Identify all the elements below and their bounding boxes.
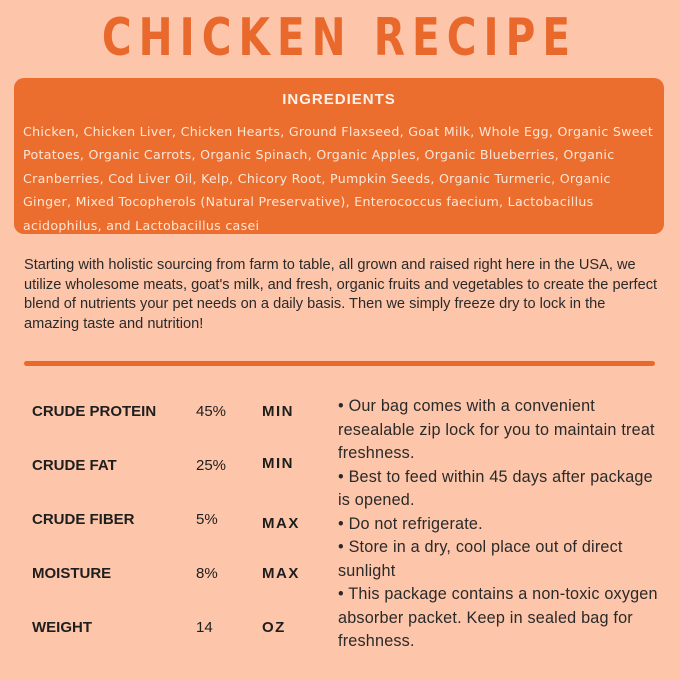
- nutrient-qualifier: MIN: [262, 455, 294, 472]
- ingredients-panel: INGREDIENTS Chicken, Chicken Liver, Chic…: [14, 78, 664, 234]
- nutrient-name: CRUDE FAT: [32, 457, 117, 474]
- nutrient-value: 8%: [196, 565, 218, 582]
- nutrient-name: CRUDE PROTEIN: [32, 403, 157, 420]
- page-title: CHICKEN RECIPE: [101, 8, 578, 68]
- nutrient-value: 45%: [196, 403, 227, 420]
- nutrient-name: CRUDE FIBER: [32, 511, 135, 528]
- nutrient-value: 5%: [196, 511, 218, 528]
- note-item: • Our bag comes with a convenient reseal…: [338, 397, 655, 462]
- ingredients-heading: INGREDIENTS: [282, 91, 396, 108]
- nutrient-qualifier: MAX: [262, 515, 300, 532]
- nutrient-name: WEIGHT: [32, 619, 92, 636]
- nutrient-qualifier: MAX: [262, 565, 300, 582]
- ingredients-list: Chicken, Chicken Liver, Chicken Hearts, …: [23, 124, 654, 233]
- nutrient-qualifier: MIN: [262, 403, 294, 420]
- nutrient-qualifier: OZ: [262, 619, 286, 636]
- divider: [24, 361, 655, 366]
- intro-paragraph: Starting with holistic sourcing from far…: [24, 257, 658, 332]
- note-item: • Best to feed within 45 days after pack…: [338, 467, 653, 510]
- note-item: • Do not refrigerate.: [338, 514, 483, 533]
- storage-notes: • Our bag comes with a convenient reseal…: [338, 395, 668, 654]
- nutrient-value: 14: [196, 619, 213, 636]
- note-item: • This package contains a non-toxic oxyg…: [338, 585, 658, 650]
- note-item: • Store in a dry, cool place out of dire…: [338, 538, 623, 580]
- nutrient-name: MOISTURE: [32, 565, 112, 582]
- nutrient-value: 25%: [196, 457, 227, 474]
